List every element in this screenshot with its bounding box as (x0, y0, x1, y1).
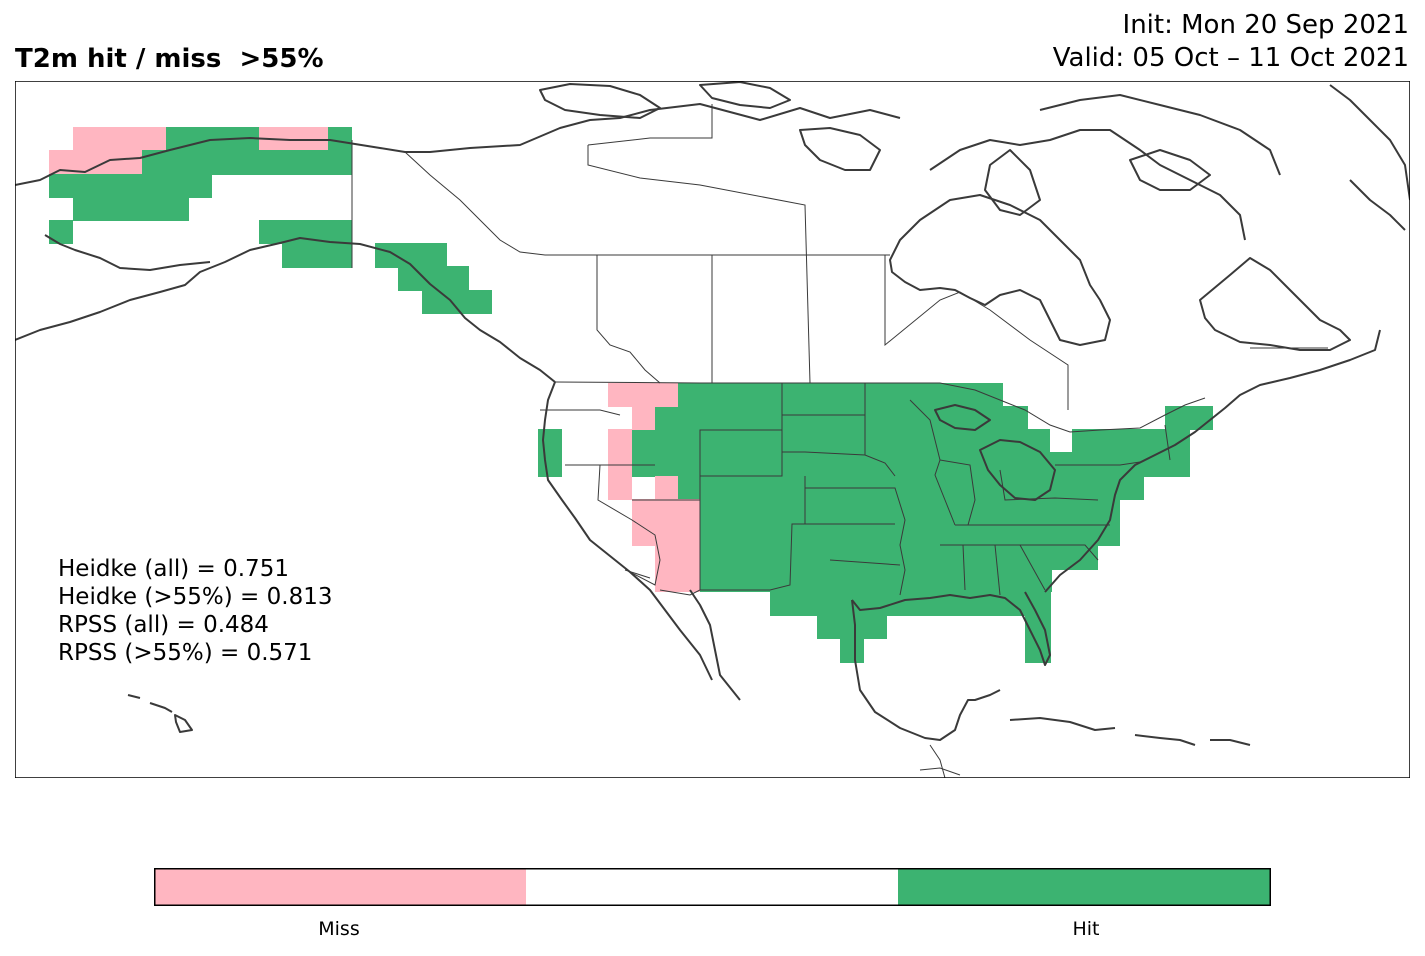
miss-cell (608, 429, 632, 453)
colorbar-label-miss: Miss (318, 918, 360, 940)
hit-cell (1072, 429, 1190, 454)
miss-cell (655, 545, 700, 592)
hit-cell (700, 499, 1120, 524)
miss-cell (608, 452, 632, 500)
miss-cell (655, 476, 678, 500)
skill-scores: Heidke (all) = 0.751 Heidke (>55%) = 0.8… (58, 555, 332, 667)
hit-cell (840, 638, 864, 663)
hit-cell (678, 383, 1003, 407)
hit-cell (142, 150, 352, 175)
conus-cells (538, 383, 1213, 663)
coastlines (15, 81, 1410, 746)
init-date: Init: Mon 20 Sep 2021 (1122, 10, 1409, 40)
score-heidke-55: Heidke (>55%) = 0.813 (58, 584, 333, 610)
colorbar-miss (154, 868, 526, 906)
hit-cell (328, 127, 352, 151)
miss-cell (608, 383, 678, 407)
valid-range: Valid: 05 Oct – 11 Oct 2021 (1052, 43, 1409, 73)
hit-cell (700, 568, 1052, 592)
hit-cell (817, 614, 887, 639)
alaska-cells (49, 127, 352, 268)
hit-cell (770, 591, 1051, 616)
score-heidke-all: Heidke (all) = 0.751 (58, 556, 289, 582)
hit-cell (538, 429, 562, 477)
hit-cell (655, 406, 1028, 430)
score-rpss-all: RPSS (all) = 0.484 (58, 612, 269, 638)
hit-cell (700, 522, 1120, 546)
map-panel (15, 81, 1410, 778)
hit-cell (632, 429, 1050, 454)
hit-cell (73, 197, 189, 221)
hit-cell (700, 545, 1098, 570)
miss-cell (49, 150, 142, 175)
miss-cell (73, 127, 167, 151)
hit-cell (1165, 406, 1213, 430)
miss-cell (632, 406, 655, 430)
colorbar-label-hit: Hit (1072, 918, 1100, 940)
hit-cell (422, 290, 492, 314)
hit-cell (259, 220, 352, 244)
map-title: T2m hit / miss >55% (15, 44, 324, 74)
miss-cell (632, 499, 700, 546)
boundaries (351, 104, 1328, 778)
hit-cell (678, 476, 1144, 500)
hit-cell (49, 174, 212, 198)
hit-cell (282, 243, 352, 268)
colorbar (154, 868, 1271, 906)
score-rpss-55: RPSS (>55%) = 0.571 (58, 640, 313, 666)
colorbar-hit (898, 868, 1271, 906)
colorbar-neutral (526, 868, 898, 906)
